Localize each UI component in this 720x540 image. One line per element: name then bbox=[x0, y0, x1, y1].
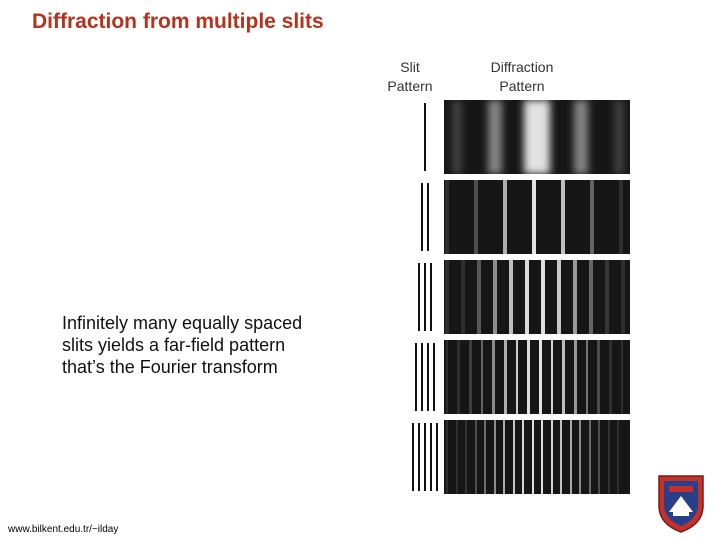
slit-line bbox=[421, 343, 423, 411]
figure-row bbox=[396, 260, 640, 334]
slit-pattern bbox=[398, 180, 438, 254]
fringe bbox=[550, 340, 554, 414]
fringe bbox=[453, 100, 461, 174]
fringe bbox=[574, 340, 577, 414]
fringe bbox=[525, 260, 529, 334]
figure-row bbox=[396, 340, 640, 414]
diffraction-pattern-header: Diffraction Pattern bbox=[490, 59, 554, 94]
fringe bbox=[512, 420, 515, 494]
slit-line bbox=[418, 263, 420, 331]
slit-pattern bbox=[398, 340, 438, 414]
slit-line bbox=[421, 183, 423, 251]
fringe bbox=[620, 340, 624, 414]
slit-line bbox=[430, 423, 432, 491]
diffraction-pattern bbox=[444, 340, 630, 414]
slit-pattern bbox=[398, 420, 438, 494]
slit-line bbox=[412, 423, 414, 491]
slit-pattern bbox=[398, 260, 438, 334]
fringe bbox=[560, 420, 562, 494]
fringe bbox=[598, 420, 600, 494]
fringe bbox=[484, 420, 486, 494]
fringe bbox=[445, 180, 449, 254]
slit-line bbox=[424, 423, 426, 491]
fringe bbox=[493, 420, 496, 494]
fringe bbox=[504, 340, 507, 414]
body-line: slits yields a far-field pattern bbox=[62, 335, 286, 355]
slit-line bbox=[433, 343, 435, 411]
fringe bbox=[609, 340, 612, 414]
fringe bbox=[539, 340, 542, 414]
body-line: that’s the Fourier transform bbox=[62, 357, 278, 377]
fringe bbox=[579, 420, 581, 494]
fringe bbox=[493, 260, 497, 334]
slide-title: Diffraction from multiple slits bbox=[32, 10, 324, 33]
fringe bbox=[573, 260, 577, 334]
slit-pattern-header: Slit Pattern bbox=[387, 59, 433, 94]
fringe bbox=[503, 180, 507, 254]
fringe bbox=[503, 420, 505, 494]
fringe bbox=[445, 260, 449, 334]
slit-line bbox=[415, 343, 417, 411]
fringe bbox=[522, 420, 524, 494]
fringe bbox=[527, 340, 530, 414]
diffraction-pattern bbox=[444, 420, 630, 494]
fringe bbox=[585, 340, 589, 414]
slit-line bbox=[424, 263, 426, 331]
fringe bbox=[492, 340, 495, 414]
figure-row bbox=[396, 180, 640, 254]
fringe bbox=[474, 180, 478, 254]
fringe bbox=[477, 260, 481, 334]
fringe bbox=[590, 180, 594, 254]
fringe bbox=[455, 420, 458, 494]
fringe bbox=[488, 100, 502, 174]
fringe bbox=[532, 180, 536, 254]
fringe bbox=[557, 260, 561, 334]
diffraction-pattern bbox=[444, 100, 630, 174]
fringe bbox=[461, 260, 465, 334]
fringe bbox=[509, 260, 513, 334]
slit-line bbox=[436, 423, 438, 491]
fringe bbox=[561, 180, 565, 254]
fringe bbox=[457, 340, 460, 414]
diffraction-pattern bbox=[444, 180, 630, 254]
fringe bbox=[550, 420, 553, 494]
fringe bbox=[562, 340, 565, 414]
fringe bbox=[615, 100, 623, 174]
fringe bbox=[445, 340, 449, 414]
fringe bbox=[469, 340, 472, 414]
slit-line bbox=[424, 103, 426, 171]
fringe bbox=[524, 100, 550, 174]
fringe bbox=[569, 420, 572, 494]
footer-url: www.bilkent.edu.tr/~ilday bbox=[8, 524, 119, 535]
fringe bbox=[515, 340, 519, 414]
university-seal-icon bbox=[658, 475, 704, 533]
fringe bbox=[597, 340, 600, 414]
body-text: Infinitely many equally spaced slits yie… bbox=[62, 312, 362, 378]
fringe bbox=[607, 420, 610, 494]
fringe bbox=[474, 420, 477, 494]
fringe bbox=[465, 420, 467, 494]
fringe bbox=[589, 260, 593, 334]
slit-line bbox=[427, 183, 429, 251]
fringe bbox=[531, 420, 534, 494]
diffraction-figure bbox=[396, 100, 640, 500]
fringe bbox=[617, 420, 619, 494]
fringe bbox=[480, 340, 484, 414]
fringe bbox=[574, 100, 588, 174]
slit-line bbox=[427, 343, 429, 411]
fringe bbox=[605, 260, 609, 334]
figure-row bbox=[396, 100, 640, 174]
slit-line bbox=[418, 423, 420, 491]
fringe bbox=[621, 260, 625, 334]
fringe bbox=[588, 420, 591, 494]
fringe bbox=[541, 420, 543, 494]
diffraction-pattern bbox=[444, 260, 630, 334]
fringe bbox=[446, 420, 448, 494]
fringe bbox=[541, 260, 545, 334]
body-line: Infinitely many equally spaced bbox=[62, 313, 303, 333]
fringe bbox=[619, 180, 623, 254]
figure-row bbox=[396, 420, 640, 494]
slit-line bbox=[430, 263, 432, 331]
slit-pattern bbox=[398, 100, 438, 174]
